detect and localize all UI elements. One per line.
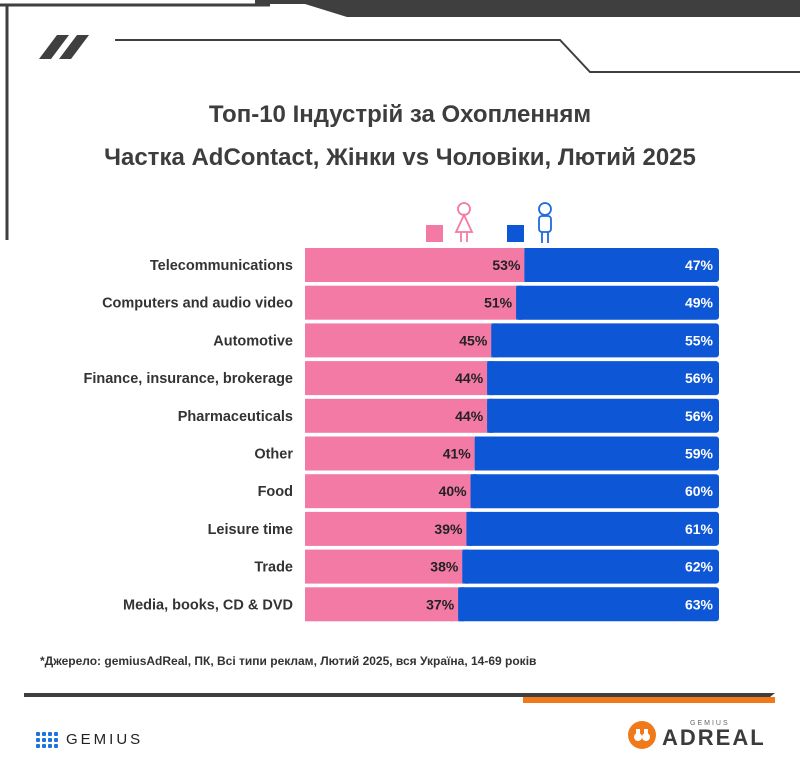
female-bar — [305, 587, 459, 622]
female-icon — [454, 202, 474, 242]
male-value-label: 55% — [685, 332, 714, 348]
category-label: Telecommunications — [150, 258, 293, 274]
binoculars-icon — [628, 720, 656, 749]
male-bar-square-edge — [466, 511, 473, 546]
slash-mark-2 — [59, 35, 89, 59]
chart-title-line-2: Частка AdContact, Жінки vs Чоловіки, Лют… — [104, 144, 696, 171]
male-bar — [524, 248, 719, 282]
adreal-logo: GEMIUS ADREAL — [628, 720, 766, 749]
male-bar — [462, 549, 719, 584]
gemius-wordmark: GEMIUS — [66, 731, 144, 748]
legend-female-swatch — [426, 225, 443, 242]
female-bar — [305, 474, 471, 509]
male-bar-square-edge — [487, 361, 494, 396]
category-label: Food — [258, 484, 293, 500]
male-bar-square-edge — [470, 474, 477, 509]
male-bar — [487, 398, 719, 433]
female-bar — [305, 285, 517, 320]
male-bar — [458, 587, 719, 622]
female-bar — [305, 361, 488, 396]
adreal-small-wordmark: GEMIUS — [690, 720, 730, 727]
male-bar-square-edge — [458, 587, 465, 622]
female-bar — [305, 549, 463, 584]
male-value-label: 49% — [685, 295, 714, 311]
male-bar-square-edge — [474, 436, 481, 471]
male-value-label: 59% — [685, 446, 714, 462]
male-value-label: 56% — [685, 408, 714, 424]
male-value-label: 47% — [685, 257, 714, 273]
bottom-gray-bar — [24, 693, 775, 697]
category-label: Other — [254, 447, 293, 463]
legend-male-swatch — [507, 225, 524, 242]
legend — [426, 202, 552, 243]
gemius-logo: GEMIUS — [36, 731, 143, 748]
category-label: Finance, insurance, brokerage — [83, 371, 293, 387]
female-value-label: 38% — [430, 559, 459, 575]
stacked-bar-chart: Telecommunications 53% 47% Computers and au… — [83, 202, 719, 622]
male-bar — [487, 361, 719, 396]
male-bar — [474, 436, 719, 471]
male-bar-square-edge — [487, 398, 494, 433]
male-bar-square-edge — [491, 323, 498, 358]
male-bar — [516, 285, 719, 320]
category-label: Pharmaceuticals — [178, 409, 293, 425]
category-label: Trade — [254, 560, 293, 576]
bars-group: Telecommunications 53% 47% Computers and au… — [83, 248, 719, 622]
male-value-label: 56% — [685, 370, 714, 386]
male-bar — [466, 511, 719, 546]
male-bar — [491, 323, 719, 358]
category-label: Media, books, CD & DVD — [123, 597, 293, 613]
female-bar — [305, 436, 475, 471]
female-bar — [305, 248, 525, 282]
female-value-label: 41% — [443, 446, 472, 462]
female-bar — [305, 398, 488, 433]
male-value-label: 63% — [685, 596, 714, 612]
bottom-orange-bar — [523, 697, 775, 703]
category-label: Leisure time — [208, 522, 293, 538]
female-value-label: 53% — [492, 257, 521, 273]
gemius-dots-icon — [36, 731, 58, 748]
male-bar-square-edge — [524, 248, 531, 282]
slash-mark-1 — [39, 35, 69, 59]
frame-step-line — [115, 39, 800, 73]
adreal-wordmark: ADREAL — [662, 725, 766, 750]
male-value-label: 61% — [685, 521, 714, 537]
female-bar — [305, 511, 467, 546]
top-banner — [255, 0, 800, 17]
category-label: Computers and audio video — [102, 296, 293, 312]
female-value-label: 40% — [439, 483, 468, 499]
female-value-label: 44% — [455, 370, 484, 386]
female-value-label: 44% — [455, 408, 484, 424]
male-icon — [538, 202, 552, 243]
male-bar-square-edge — [516, 285, 523, 320]
male-bar-square-edge — [462, 549, 469, 584]
male-bar — [470, 474, 719, 509]
male-value-label: 62% — [685, 559, 714, 575]
category-label: Automotive — [213, 333, 293, 349]
female-value-label: 39% — [434, 521, 463, 537]
source-footnote: *Джерело: gemiusAdReal, ПК, Всі типи рек… — [40, 654, 537, 668]
female-value-label: 51% — [484, 295, 513, 311]
female-value-label: 37% — [426, 596, 455, 612]
male-value-label: 60% — [685, 483, 714, 499]
female-bar — [305, 323, 492, 358]
female-value-label: 45% — [459, 332, 488, 348]
chart-title-line-1: Топ-10 Індустрій за Охопленням — [208, 101, 592, 128]
